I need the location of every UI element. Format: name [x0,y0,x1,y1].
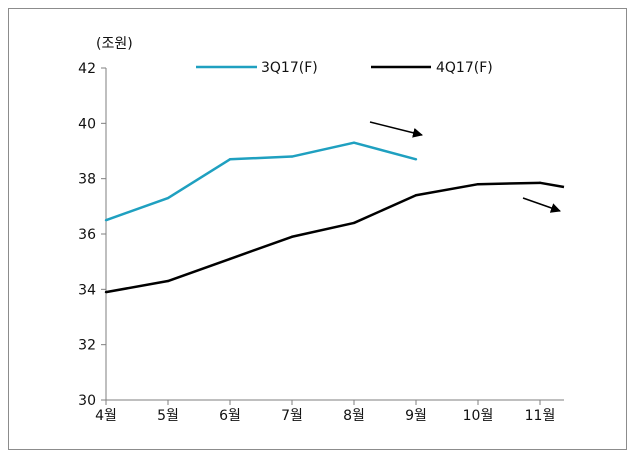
data-point [105,219,107,221]
legend: 3Q17(F) 4Q17(F) [196,60,493,76]
x-tick-label: 7월 [281,408,303,424]
data-point [291,155,293,157]
y-tick-label: 30 [78,393,96,409]
trend-arrows [370,122,560,211]
y-tick-label: 36 [78,227,96,243]
series-line-0 [106,143,416,220]
data-point [167,280,169,282]
data-point [415,194,417,196]
x-tick-label: 5월 [157,408,179,424]
legend-label-0: 3Q17(F) [261,60,318,76]
trend-arrow-0 [370,122,422,135]
x-tick-label: 10월 [463,408,494,424]
y-tick-label: 32 [78,338,96,354]
trend-arrow-1 [523,198,560,211]
data-point [415,158,417,160]
data-point [229,258,231,260]
x-tick-label: 6월 [219,408,241,424]
data-point [167,197,169,199]
data-point [229,158,231,160]
x-tick-label: 11월 [525,408,556,424]
series-layer [105,142,564,294]
x-tick-label: 8월 [343,408,365,424]
data-point [291,236,293,238]
data-point [105,291,107,293]
data-point [353,142,355,144]
data-point [539,182,541,184]
legend-label-1: 4Q17(F) [436,60,493,76]
x-tick-label: 9월 [405,408,427,424]
y-tick-label: 34 [78,282,96,298]
y-tick-label: 38 [78,172,96,188]
data-point [353,222,355,224]
data-point [477,183,479,185]
x-axis-ticks: 4월 5월 6월 7월 8월 9월 10월 11월 [95,400,555,424]
y-tick-label: 42 [78,61,96,77]
y-tick-label: 40 [78,116,96,132]
axes [106,68,564,400]
series-line-1 [106,183,564,292]
x-tick-label: 4월 [95,408,117,424]
unit-label: (조원) [96,36,133,52]
y-axis-ticks: 30 32 34 36 38 40 42 [78,61,106,409]
